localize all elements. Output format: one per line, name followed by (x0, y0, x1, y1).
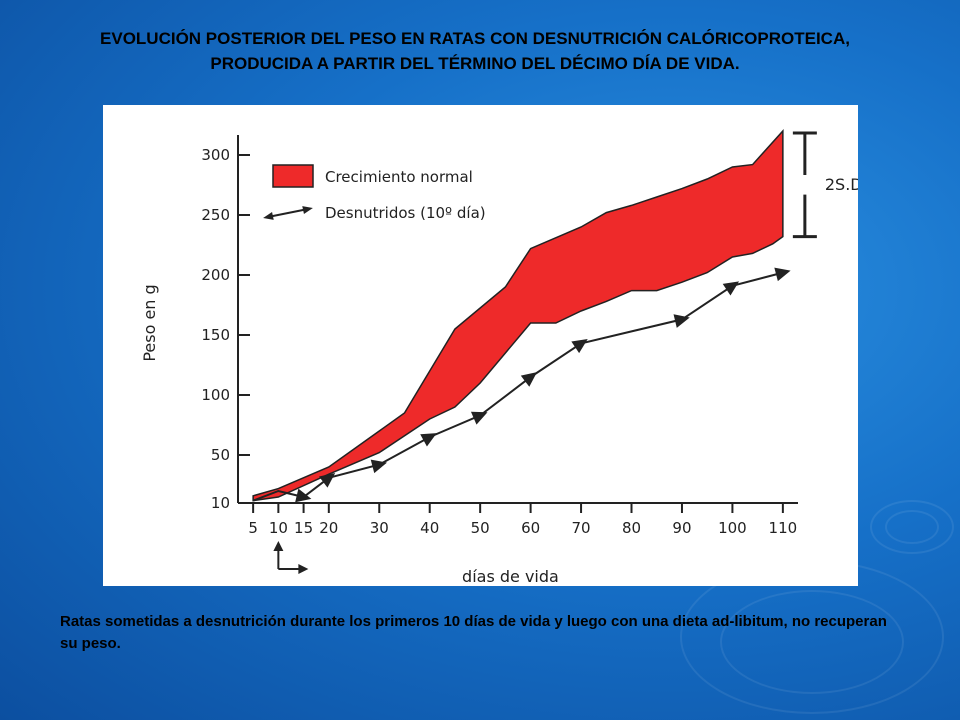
malnourished-arrow-marker (295, 488, 312, 503)
background-ripple (885, 510, 939, 544)
y-tick-label: 250 (201, 206, 230, 224)
x-tick-label: 10 (269, 519, 288, 537)
malnourished-arrow-marker (571, 338, 588, 354)
legend-label-normal: Crecimiento normal (325, 168, 473, 186)
x-tick-label: 50 (471, 519, 490, 537)
legend-band-swatch (272, 164, 314, 188)
slide-caption: Ratas sometidas a desnutrición durante l… (60, 613, 887, 652)
legend-line-arrow (263, 212, 274, 220)
y-tick-label: 150 (201, 326, 230, 344)
legend-label-malnourished: Desnutridos (10º día) (325, 204, 486, 222)
day10-arrow-head (273, 541, 284, 551)
malnourished-arrow-marker (370, 459, 388, 474)
slide-title: EVOLUCIÓN POSTERIOR DEL PESO EN RATAS CO… (100, 29, 850, 73)
background-ripple (870, 500, 954, 554)
y-axis-label: Peso en g (140, 284, 159, 361)
malnourished-arrow-marker (420, 433, 437, 447)
malnourished-arrow-marker (722, 281, 740, 296)
legend-line-arrow (302, 206, 313, 214)
y-tick-label: 10 (211, 494, 230, 512)
malnourished-arrow-marker (520, 372, 537, 387)
y-tick-label: 50 (211, 446, 230, 464)
day10-arrow-base-head (298, 564, 309, 574)
x-tick-label: 40 (420, 519, 439, 537)
y-tick-label: 300 (201, 146, 230, 164)
malnourished-arrow-marker (673, 314, 690, 328)
legend-line-swatch (267, 208, 309, 218)
x-tick-label: 70 (572, 519, 591, 537)
malnourished-arrow-marker (319, 472, 336, 488)
malnourished-arrow-marker (774, 267, 791, 282)
x-tick-label: 60 (521, 519, 540, 537)
x-axis-label: días de vida (462, 567, 559, 586)
normal-growth-band (252, 129, 784, 502)
x-tick-label: 15 (294, 519, 313, 537)
x-tick-label: 100 (718, 519, 747, 537)
x-tick-label: 110 (769, 519, 798, 537)
x-tick-label: 90 (672, 519, 691, 537)
weight-chart: 10 50 100 150 200 250 300 5 10 15 20 30 40 50 60 70 80 90… (140, 129, 858, 586)
x-tick-label: 20 (319, 519, 338, 537)
x-tick-label: 5 (248, 519, 258, 537)
y-tick-label: 100 (201, 386, 230, 404)
x-tick-label: 80 (622, 519, 641, 537)
x-tick-label: 30 (370, 519, 389, 537)
y-tick-label: 200 (201, 266, 230, 284)
chart-panel: 10 50 100 150 200 250 300 5 10 15 20 30 40 50 60 70 80 90… (103, 105, 858, 586)
malnourished-arrow-marker (470, 411, 488, 425)
background-ripple (720, 590, 904, 694)
sd-bracket-label: 2S.D. (825, 175, 858, 194)
